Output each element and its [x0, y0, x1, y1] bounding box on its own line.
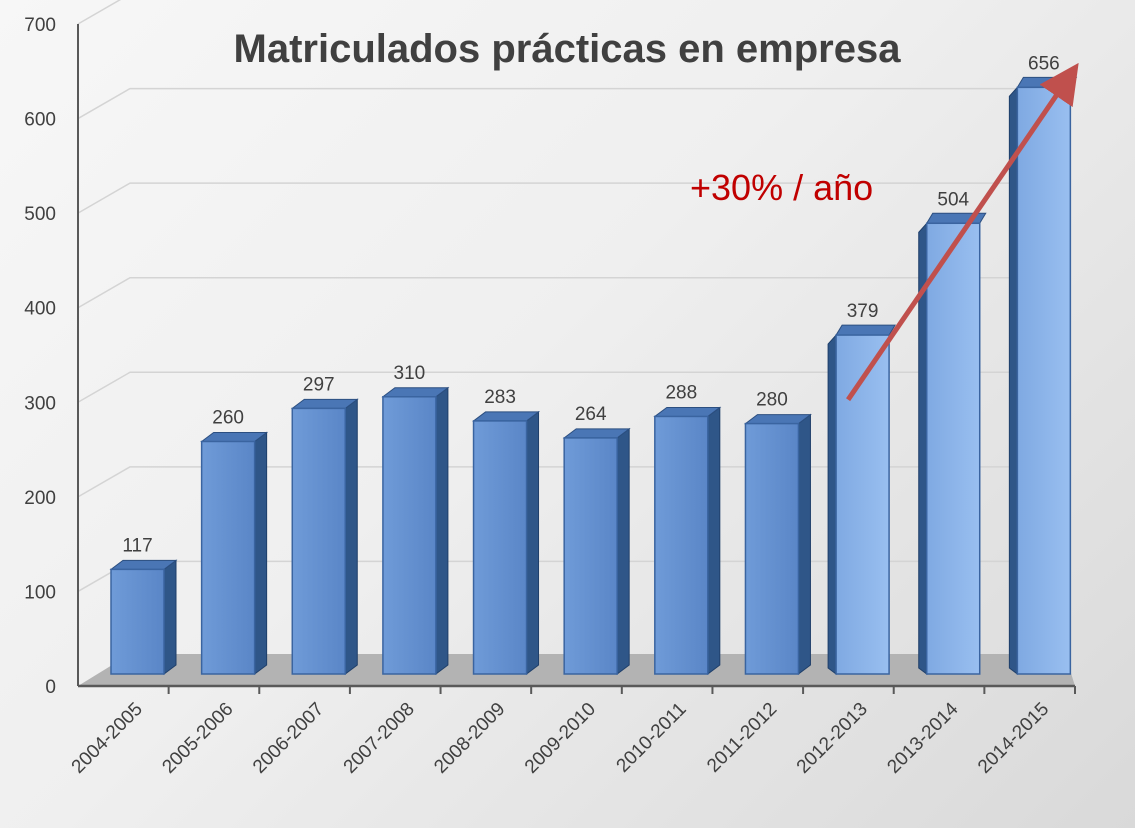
x-tick-label: 2011-2012: [703, 699, 781, 777]
bar-top-face: [835, 324, 896, 336]
bar-side-face: [616, 427, 630, 675]
bar-front-face: [835, 334, 890, 675]
bar-front-face: [110, 568, 165, 675]
bar-side-face: [526, 410, 540, 675]
bar-top-face: [743, 414, 812, 425]
bar: [743, 413, 812, 675]
bar: [381, 386, 450, 675]
bar-front-face: [200, 440, 256, 675]
bar-front-face: [1016, 86, 1072, 675]
bar-side-face: [163, 559, 177, 675]
gridline: [77, 371, 1065, 403]
bar-side-face: [797, 413, 811, 675]
y-tick-label: 500: [24, 204, 56, 225]
bar-side-face: [1008, 86, 1018, 675]
bar-top-face: [381, 387, 450, 398]
y-tick-label: 400: [24, 299, 56, 320]
x-tick-label: 2009-2010: [521, 699, 600, 778]
bar-front-face: [472, 420, 528, 675]
bar-side-face: [435, 386, 449, 675]
bar: [472, 410, 541, 675]
x-tick-label: 2006-2007: [249, 699, 328, 778]
bar-side-face: [254, 431, 268, 676]
gridline: [77, 276, 1065, 309]
bar: [653, 406, 722, 675]
y-tick-label: 300: [24, 393, 56, 414]
data-label: 297: [303, 374, 335, 395]
bar: [200, 431, 269, 676]
data-label: 283: [484, 387, 516, 408]
bar-front-face: [925, 222, 981, 675]
bar-top-face: [109, 559, 178, 570]
y-tick-label: 0: [45, 677, 56, 698]
data-label: 288: [665, 382, 697, 403]
bar-side-face: [827, 333, 837, 675]
gridline: [77, 0, 122, 25]
bar-front-face: [654, 415, 709, 675]
x-tick-label: 2013-2014: [883, 698, 962, 777]
data-label: 260: [212, 407, 244, 428]
y-tick-label: 700: [24, 15, 56, 36]
data-label: 504: [937, 189, 969, 210]
bar-front-face: [382, 396, 437, 675]
annotation: +30% / año: [690, 62, 1079, 402]
bar-top-face: [562, 428, 631, 439]
data-label: 379: [847, 301, 879, 322]
bar-top-face: [653, 406, 722, 417]
bar: [827, 324, 896, 675]
bar-front-face: [563, 437, 618, 675]
y-tick-label: 600: [24, 110, 56, 131]
x-tick-label: 2008-2009: [430, 699, 509, 778]
chart-title: Matriculados prácticas en empresa: [234, 27, 902, 71]
bar-side-face: [707, 406, 721, 675]
x-tick-label: 2007-2008: [340, 699, 419, 778]
x-tick-label: 2004-2005: [68, 699, 147, 778]
growth-arrow: [846, 62, 1079, 402]
bar-top-face: [472, 411, 541, 422]
x-tick-label: 2014-2015: [974, 699, 1053, 778]
data-label: 310: [394, 363, 426, 384]
gridline: [77, 182, 1065, 214]
bars: [109, 76, 1078, 676]
bar: [918, 212, 987, 675]
bar-side-face: [344, 398, 358, 675]
bar: [290, 398, 359, 675]
growth-annotation: +30% / año: [690, 167, 873, 208]
bar: [1008, 76, 1078, 675]
y-axis: 0 100 200 300 400 500 600 700: [24, 15, 79, 698]
bar-front-face: [291, 407, 347, 675]
y-tick-label: 200: [24, 488, 56, 509]
data-label: 117: [122, 535, 152, 556]
data-label: 280: [756, 390, 788, 411]
bar: [109, 559, 178, 675]
x-tick-label: 2012-2013: [793, 699, 872, 778]
bar-front-face: [744, 422, 800, 675]
gridline: [77, 87, 1065, 120]
data-label: 656: [1028, 53, 1060, 74]
bar: [562, 427, 631, 675]
x-tick-label: 2010-2011: [613, 699, 691, 777]
y-tick-label: 100: [24, 582, 56, 603]
bar-top-face: [290, 398, 359, 409]
x-tick-label: 2005-2006: [158, 699, 237, 778]
data-label: 264: [575, 404, 607, 425]
bar-top-face: [200, 431, 269, 442]
x-axis: 2004-2005 2005-2006 2006-2007 2007-2008 2008…: [68, 684, 1076, 778]
